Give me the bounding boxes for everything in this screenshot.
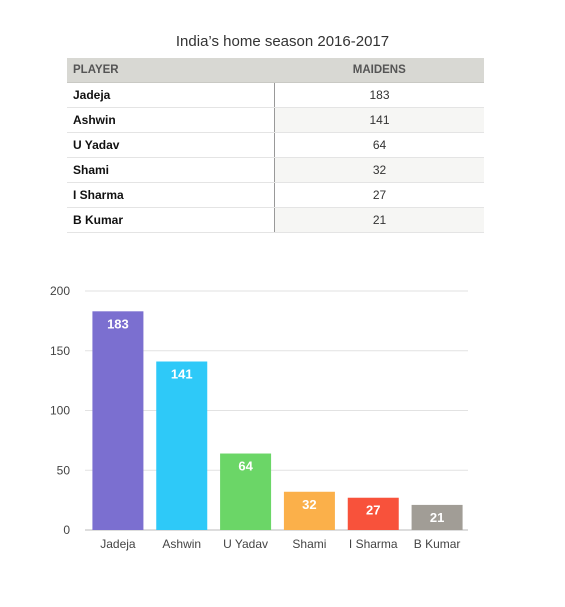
table-row: B Kumar 21 bbox=[67, 207, 484, 233]
maidens-table: PLAYER MAIDENS Jadeja 183 Ashwin 141 U Y… bbox=[67, 58, 484, 233]
bar bbox=[92, 311, 144, 530]
player-cell: Ashwin bbox=[67, 107, 275, 133]
bar-value-label: 141 bbox=[171, 367, 193, 382]
bar-value-label: 183 bbox=[107, 316, 129, 331]
maidens-cell: 141 bbox=[274, 107, 484, 133]
bar-value-label: 64 bbox=[238, 459, 253, 474]
table-row: Jadeja 183 bbox=[67, 82, 484, 108]
maidens-cell: 32 bbox=[274, 157, 484, 183]
table-row: I Sharma 27 bbox=[67, 182, 484, 208]
bar-value-label: 27 bbox=[366, 503, 380, 518]
x-tick-label: Shami bbox=[292, 537, 326, 551]
bar-value-label: 21 bbox=[430, 510, 444, 525]
y-tick-label: 0 bbox=[63, 523, 70, 537]
column-header-player: PLAYER bbox=[67, 58, 275, 83]
bar bbox=[411, 504, 463, 530]
player-cell: Jadeja bbox=[67, 82, 275, 108]
maidens-cell: 21 bbox=[274, 207, 484, 233]
table-title: India’s home season 2016-2017 bbox=[175, 33, 390, 50]
y-tick-label: 100 bbox=[50, 404, 70, 418]
table-row: Ashwin 141 bbox=[67, 107, 484, 133]
player-cell: B Kumar bbox=[67, 207, 275, 233]
bar bbox=[347, 497, 399, 530]
x-tick-label: Ashwin bbox=[162, 537, 201, 551]
table-header-row: PLAYER MAIDENS bbox=[67, 58, 484, 83]
maidens-cell: 27 bbox=[274, 182, 484, 208]
table-row: U Yadav 64 bbox=[67, 132, 484, 158]
bar-chart: 0 50 100 150 200 183 Jadeja 141 Ashwin 64 U Yadav 3… bbox=[50, 284, 468, 551]
bar bbox=[283, 491, 335, 530]
player-cell: U Yadav bbox=[67, 132, 275, 158]
y-tick-label: 150 bbox=[50, 344, 70, 358]
player-cell: Shami bbox=[67, 157, 275, 183]
maidens-cell: 183 bbox=[274, 82, 484, 108]
column-header-maidens: MAIDENS bbox=[274, 58, 484, 83]
player-cell: I Sharma bbox=[67, 182, 275, 208]
bar bbox=[156, 361, 208, 530]
y-tick-label: 200 bbox=[50, 284, 70, 298]
bar bbox=[220, 453, 272, 530]
x-tick-label: B Kumar bbox=[414, 537, 461, 551]
x-tick-label: I Sharma bbox=[349, 537, 398, 551]
maidens-cell: 64 bbox=[274, 132, 484, 158]
x-tick-label: Jadeja bbox=[100, 537, 136, 551]
x-tick-label: U Yadav bbox=[223, 537, 268, 551]
table-row: Shami 32 bbox=[67, 157, 484, 183]
bar-value-label: 32 bbox=[302, 497, 316, 512]
y-tick-label: 50 bbox=[57, 463, 71, 477]
